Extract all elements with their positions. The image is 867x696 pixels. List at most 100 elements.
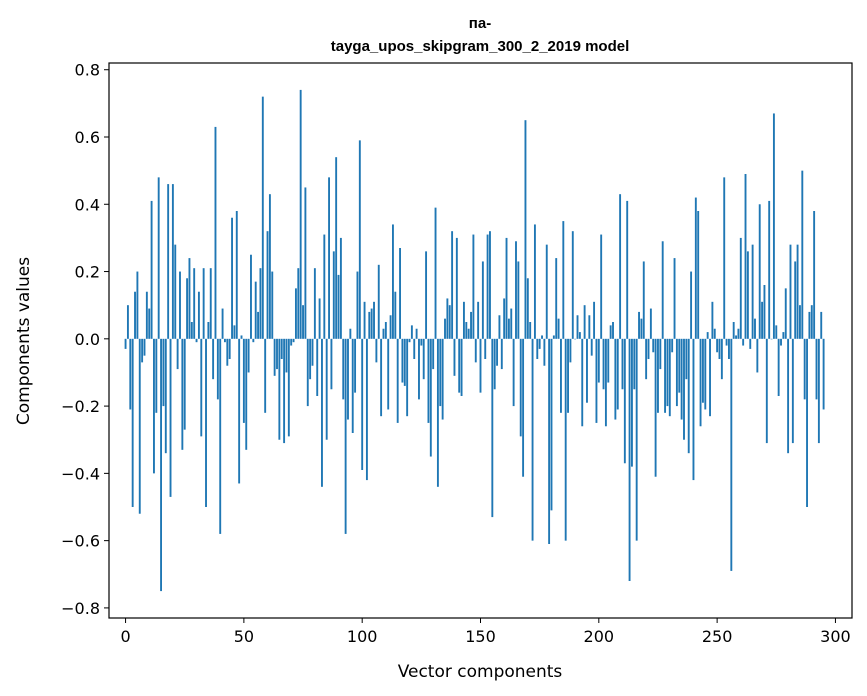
bar-290 bbox=[810, 305, 813, 339]
bar-227 bbox=[661, 241, 664, 339]
bar-104 bbox=[370, 308, 373, 339]
bar-96 bbox=[351, 338, 354, 433]
bar-94 bbox=[347, 338, 349, 420]
bar-144 bbox=[465, 322, 468, 339]
bar-157 bbox=[496, 338, 499, 366]
bar-112 bbox=[389, 315, 392, 339]
bar-160 bbox=[503, 298, 506, 339]
bar-245 bbox=[704, 338, 707, 410]
bar-175 bbox=[538, 338, 541, 349]
bar-4 bbox=[134, 291, 136, 339]
bar-281 bbox=[789, 244, 792, 339]
bar-66 bbox=[280, 338, 283, 359]
bar-135 bbox=[444, 318, 446, 339]
bar-291 bbox=[813, 211, 816, 339]
bar-123 bbox=[415, 328, 418, 339]
bar-276 bbox=[777, 338, 780, 396]
bar-14 bbox=[157, 177, 160, 339]
bar-78 bbox=[309, 338, 312, 380]
bar-236 bbox=[683, 338, 685, 440]
bar-0 bbox=[124, 338, 127, 349]
bar-15 bbox=[160, 338, 162, 592]
bar-278 bbox=[782, 332, 785, 339]
bar-285 bbox=[799, 305, 801, 339]
bar-76 bbox=[304, 187, 307, 339]
bar-268 bbox=[758, 204, 761, 339]
bar-243 bbox=[699, 338, 702, 427]
bar-80 bbox=[313, 268, 316, 339]
bar-194 bbox=[583, 305, 586, 339]
bar-190 bbox=[574, 338, 577, 340]
bar-16 bbox=[162, 338, 165, 407]
bar-217 bbox=[638, 311, 640, 339]
bar-146 bbox=[470, 311, 472, 339]
bar-219 bbox=[642, 261, 645, 339]
bar-184 bbox=[560, 338, 562, 413]
bar-286 bbox=[801, 170, 804, 339]
bar-200 bbox=[597, 338, 600, 383]
bar-208 bbox=[616, 338, 619, 410]
x-tick-label: 50 bbox=[234, 627, 254, 646]
bar-189 bbox=[571, 231, 574, 339]
bar-274 bbox=[772, 113, 775, 339]
bar-83 bbox=[321, 338, 323, 487]
bar-38 bbox=[214, 126, 217, 339]
bar-75 bbox=[302, 305, 304, 339]
bar-242 bbox=[697, 211, 700, 339]
bar-1 bbox=[126, 305, 129, 339]
bar-141 bbox=[458, 338, 461, 393]
bar-114 bbox=[394, 291, 397, 339]
bar-74 bbox=[299, 89, 302, 339]
bar-207 bbox=[614, 338, 617, 420]
bar-64 bbox=[276, 338, 278, 370]
bar-84 bbox=[323, 234, 326, 339]
bar-121 bbox=[410, 325, 413, 339]
bar-174 bbox=[536, 338, 539, 359]
bar-25 bbox=[183, 338, 186, 430]
bar-137 bbox=[448, 305, 451, 339]
bar-179 bbox=[548, 338, 551, 544]
y-tick-label: 0.2 bbox=[75, 263, 100, 282]
bar-124 bbox=[418, 338, 420, 400]
bar-23 bbox=[179, 271, 181, 339]
bar-221 bbox=[647, 338, 650, 359]
bar-33 bbox=[202, 268, 205, 339]
bar-239 bbox=[690, 271, 693, 339]
bar-142 bbox=[460, 338, 463, 396]
x-tick-label: 150 bbox=[465, 627, 496, 646]
bar-172 bbox=[531, 338, 534, 541]
bar-224 bbox=[654, 338, 657, 477]
y-tick-label: −0.4 bbox=[61, 464, 100, 483]
bar-99 bbox=[358, 140, 361, 339]
bar-113 bbox=[392, 224, 394, 339]
bar-261 bbox=[742, 338, 745, 346]
bar-132 bbox=[436, 338, 439, 487]
bar-191 bbox=[576, 315, 579, 339]
bar-109 bbox=[382, 328, 385, 339]
bar-230 bbox=[668, 338, 671, 417]
bar-149 bbox=[477, 301, 480, 339]
bar-31 bbox=[197, 291, 200, 339]
bar-53 bbox=[250, 254, 252, 339]
bar-156 bbox=[493, 338, 496, 390]
bar-163 bbox=[510, 308, 513, 339]
bar-215 bbox=[633, 338, 636, 390]
bar-62 bbox=[271, 271, 274, 339]
bar-97 bbox=[354, 338, 357, 393]
bar-259 bbox=[737, 328, 740, 339]
x-tick-label: 200 bbox=[584, 627, 615, 646]
y-tick-label: −0.6 bbox=[61, 532, 100, 551]
bar-30 bbox=[195, 338, 198, 343]
bar-218 bbox=[640, 318, 643, 339]
bar-105 bbox=[373, 301, 375, 339]
bar-11 bbox=[150, 200, 153, 339]
bar-101 bbox=[363, 301, 366, 339]
bar-275 bbox=[775, 325, 778, 339]
bar-140 bbox=[455, 237, 458, 339]
bar-288 bbox=[806, 338, 808, 507]
bar-269 bbox=[761, 301, 764, 339]
bar-246 bbox=[706, 332, 709, 339]
bar-95 bbox=[349, 328, 352, 339]
bar-233 bbox=[675, 338, 678, 407]
